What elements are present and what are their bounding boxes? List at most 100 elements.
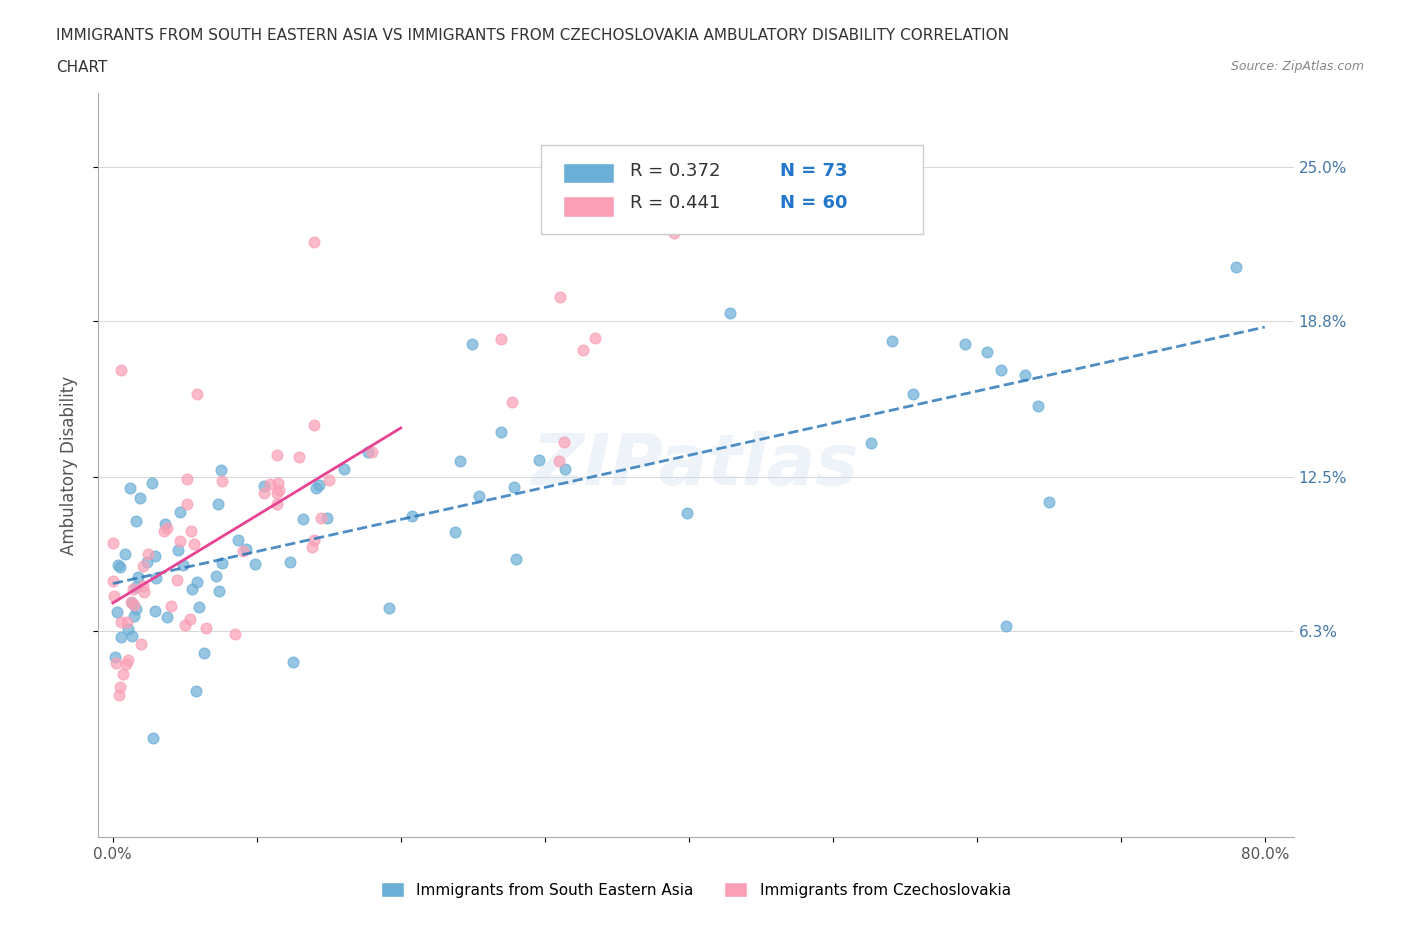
Point <box>311 511 333 525</box>
Point <box>243 556 266 571</box>
Point <box>572 342 595 357</box>
Point <box>132 584 155 599</box>
Point <box>169 534 191 549</box>
Text: Source: ZipAtlas.com: Source: ZipAtlas.com <box>1230 60 1364 73</box>
Point <box>259 477 281 492</box>
Point <box>176 497 198 512</box>
Point <box>108 679 131 694</box>
Point <box>108 688 131 703</box>
Point <box>1038 495 1060 510</box>
Point <box>209 462 232 477</box>
Point <box>224 627 246 642</box>
Point <box>278 554 301 569</box>
Point <box>121 581 143 596</box>
Point <box>160 599 183 614</box>
Point <box>110 363 132 378</box>
Point <box>1225 259 1247 274</box>
Point <box>253 478 276 493</box>
Point <box>117 653 139 668</box>
Point <box>976 345 998 360</box>
Point <box>378 601 401 616</box>
Point <box>548 453 571 468</box>
Point <box>131 578 153 593</box>
Point <box>186 387 208 402</box>
Point <box>281 654 304 669</box>
Point <box>253 486 276 501</box>
Point <box>117 621 139 636</box>
Point <box>183 536 205 551</box>
Text: IMMIGRANTS FROM SOUTH EASTERN ASIA VS IMMIGRANTS FROM CZECHOSLOVAKIA AMBULATORY : IMMIGRANTS FROM SOUTH EASTERN ASIA VS IM… <box>56 28 1010 43</box>
FancyBboxPatch shape <box>541 145 922 234</box>
Point <box>107 558 129 573</box>
Point <box>662 226 685 241</box>
Point <box>155 517 177 532</box>
Point <box>124 598 146 613</box>
Point <box>120 594 142 609</box>
Point <box>550 289 572 304</box>
Point <box>235 541 257 556</box>
Point <box>121 629 143 644</box>
Point <box>308 478 330 493</box>
Point <box>449 454 471 469</box>
Point <box>193 645 215 660</box>
Point <box>195 621 218 636</box>
Point <box>169 504 191 519</box>
Point <box>179 612 201 627</box>
Point <box>125 602 148 617</box>
Point <box>315 511 337 525</box>
Point <box>292 512 315 527</box>
Point <box>167 542 190 557</box>
Point <box>267 483 290 498</box>
Point <box>211 473 233 488</box>
Point <box>187 600 209 615</box>
Point <box>489 332 512 347</box>
Point <box>176 472 198 486</box>
Point <box>110 615 132 630</box>
Point <box>501 395 523 410</box>
Point <box>103 536 125 551</box>
Point <box>288 450 311 465</box>
FancyBboxPatch shape <box>564 163 613 183</box>
Point <box>304 418 326 432</box>
Text: N = 73: N = 73 <box>780 162 848 180</box>
Point <box>153 524 176 538</box>
Point <box>108 559 131 574</box>
Point <box>141 476 163 491</box>
Point <box>503 480 526 495</box>
Text: N = 60: N = 60 <box>780 194 848 212</box>
Point <box>114 657 136 671</box>
Point <box>145 570 167 585</box>
Point <box>1014 367 1036 382</box>
Point <box>955 337 977 352</box>
Point <box>143 604 166 618</box>
Point <box>468 489 491 504</box>
Point <box>505 551 527 566</box>
Point <box>180 524 202 538</box>
Point <box>266 497 288 512</box>
Point <box>132 558 155 573</box>
Point <box>675 506 697 521</box>
Point <box>129 636 152 651</box>
Point <box>125 513 148 528</box>
Point <box>136 554 159 569</box>
Point <box>529 453 551 468</box>
Point <box>127 569 149 584</box>
Point <box>129 490 152 505</box>
Point <box>232 543 254 558</box>
Point <box>172 558 194 573</box>
Point <box>104 649 127 664</box>
Point <box>124 608 146 623</box>
Point <box>718 305 741 320</box>
Point <box>603 160 626 175</box>
Point <box>105 604 128 619</box>
Point <box>305 480 328 495</box>
Point <box>304 234 326 249</box>
Legend: Immigrants from South Eastern Asia, Immigrants from Czechoslovakia: Immigrants from South Eastern Asia, Immi… <box>375 875 1017 904</box>
Point <box>994 618 1017 633</box>
Text: R = 0.372: R = 0.372 <box>630 162 721 180</box>
Point <box>333 461 356 476</box>
Point <box>208 584 231 599</box>
Point <box>357 445 380 459</box>
Point <box>859 435 882 450</box>
Text: CHART: CHART <box>56 60 108 75</box>
